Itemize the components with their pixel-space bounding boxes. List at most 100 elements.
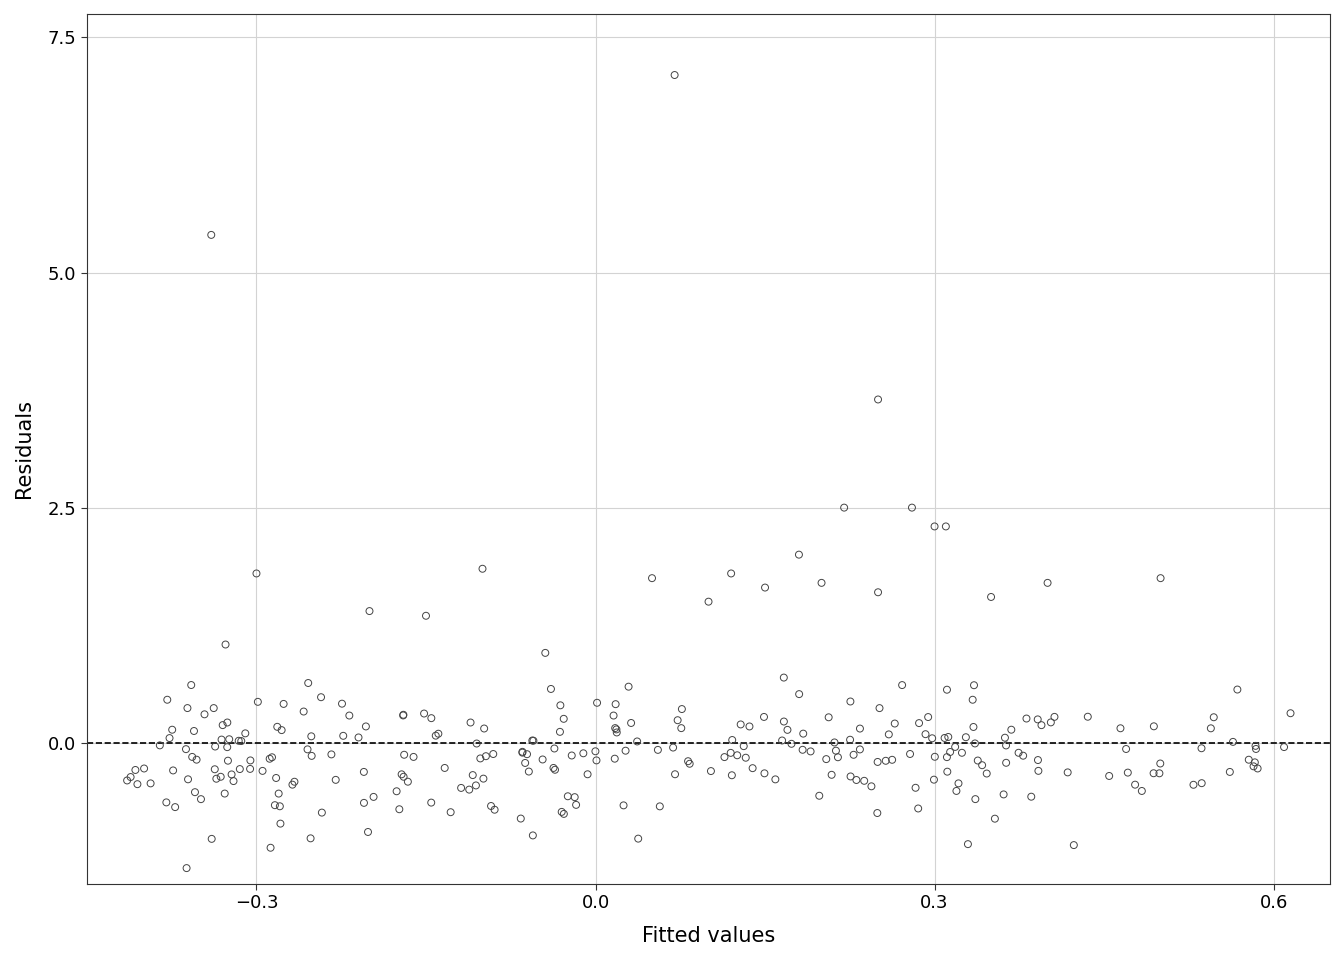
Point <box>535 645 556 660</box>
Point <box>976 766 997 781</box>
Point <box>789 686 810 702</box>
Point <box>867 585 888 600</box>
Point <box>809 788 831 804</box>
Point <box>458 782 480 798</box>
Point <box>1132 783 1153 799</box>
Point <box>849 721 871 736</box>
Point <box>679 756 700 772</box>
Point <box>297 675 319 690</box>
Point <box>484 802 505 817</box>
Point <box>325 772 347 787</box>
Point <box>946 783 968 799</box>
Point <box>1031 717 1052 732</box>
Point <box>840 732 862 748</box>
Point <box>1144 719 1165 734</box>
Point <box>392 708 414 723</box>
Point <box>821 767 843 782</box>
Point <box>586 753 607 768</box>
Point <box>161 722 183 737</box>
Point <box>968 753 989 768</box>
Point <box>239 761 261 777</box>
Point <box>339 708 360 723</box>
Point <box>628 831 649 847</box>
Point <box>220 767 242 782</box>
Point <box>945 739 966 755</box>
Point <box>922 731 943 746</box>
Point <box>773 714 794 730</box>
Point <box>1149 766 1171 781</box>
Point <box>176 701 198 716</box>
Point <box>239 753 261 768</box>
Point <box>853 773 875 788</box>
Point <box>191 791 212 806</box>
Point <box>353 795 375 810</box>
Point <box>126 777 148 792</box>
Point <box>1191 740 1212 756</box>
Point <box>735 750 757 765</box>
Point <box>765 772 786 787</box>
Point <box>1203 709 1224 725</box>
Point <box>613 798 634 813</box>
Point <box>1222 734 1243 750</box>
Point <box>810 575 832 590</box>
Point <box>261 750 282 765</box>
Point <box>957 836 978 852</box>
Point <box>1200 721 1222 736</box>
Point <box>714 750 735 765</box>
Point <box>482 746 504 761</box>
Point <box>1000 722 1021 737</box>
Point <box>231 733 253 749</box>
Point <box>259 840 281 855</box>
Point <box>1077 709 1098 725</box>
Point <box>996 756 1017 771</box>
Point <box>215 636 237 652</box>
Point <box>875 753 896 768</box>
Point <box>434 760 456 776</box>
Point <box>573 746 594 761</box>
Point <box>184 784 206 800</box>
Point <box>310 804 332 820</box>
Point <box>754 580 775 595</box>
Point <box>403 749 425 764</box>
Point <box>843 747 864 762</box>
Point <box>586 695 607 710</box>
Point <box>175 741 196 756</box>
Point <box>348 730 370 745</box>
Point <box>267 786 289 802</box>
Point <box>228 761 250 777</box>
Point <box>203 701 224 716</box>
Point <box>664 767 685 782</box>
Point <box>246 565 267 581</box>
Point <box>523 733 544 749</box>
Point <box>301 748 323 763</box>
Point <box>181 749 203 764</box>
Point <box>218 753 239 768</box>
Point <box>1247 760 1269 776</box>
Point <box>663 740 684 756</box>
Point <box>934 731 956 746</box>
Point <box>465 778 487 793</box>
Point <box>265 770 286 785</box>
Point <box>925 749 946 764</box>
Point <box>771 732 793 748</box>
Point <box>939 744 961 759</box>
Point <box>564 789 586 804</box>
Point <box>392 708 414 723</box>
Point <box>753 709 774 725</box>
Point <box>1245 755 1266 770</box>
Point <box>216 739 238 755</box>
Point <box>516 747 538 762</box>
Point <box>720 565 742 581</box>
Point <box>216 715 238 731</box>
Point <box>800 744 821 759</box>
Point <box>972 757 993 773</box>
Point <box>732 738 754 754</box>
Point <box>577 767 598 782</box>
Point <box>1219 764 1241 780</box>
Point <box>793 726 814 741</box>
Point <box>867 805 888 821</box>
Point <box>1149 756 1171 771</box>
Point <box>605 697 626 712</box>
Point <box>204 739 226 755</box>
Point <box>321 747 343 762</box>
